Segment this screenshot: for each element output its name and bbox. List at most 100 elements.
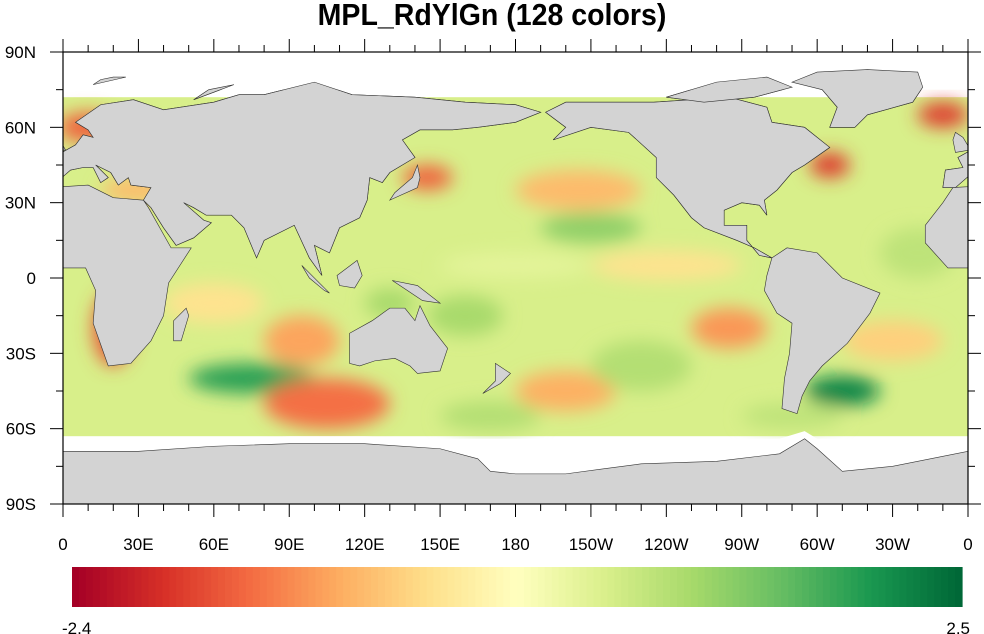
colorbar-swatch — [711, 567, 720, 607]
colorbar-swatch — [280, 567, 289, 607]
colorbar-swatch — [920, 567, 928, 607]
colorbar-swatch — [649, 567, 657, 607]
colorbar-swatch — [822, 567, 831, 607]
colorbar-swatch — [635, 567, 643, 607]
colorbar-swatch — [447, 567, 456, 607]
colorbar-swatch — [489, 567, 497, 607]
colorbar-swatch — [746, 567, 755, 607]
anomaly-blob — [515, 170, 642, 211]
colorbar-swatch — [836, 567, 845, 607]
colorbar-swatch — [190, 567, 198, 607]
anomaly-blob — [741, 403, 843, 429]
anomaly-blob — [842, 320, 943, 361]
colorbar-swatch — [391, 567, 400, 607]
colorbar-swatch — [343, 567, 351, 607]
colorbar-swatch — [231, 567, 240, 607]
colorbar-swatch — [663, 567, 671, 607]
colorbar-swatch — [315, 567, 323, 607]
colorbar-swatch — [934, 567, 942, 607]
colorbar-swatch — [384, 567, 393, 607]
colorbar-swatch — [878, 567, 887, 607]
colorbar-swatch — [815, 567, 824, 607]
colorbar-swatch — [176, 567, 184, 607]
anomaly-blob — [809, 152, 850, 178]
colorbar-max-label: 2.5 — [946, 619, 970, 634]
land-south-america — [764, 247, 881, 414]
lon-label: 90W — [724, 535, 759, 554]
colorbar-swatch — [134, 567, 143, 607]
colorbar-swatch — [350, 567, 358, 607]
colorbar — [72, 567, 963, 607]
lon-label: 0 — [963, 535, 972, 554]
colorbar-swatch — [704, 567, 713, 607]
colorbar-swatch — [530, 567, 539, 607]
colorbar-swatch — [273, 567, 282, 607]
lon-label: 90E — [274, 535, 304, 554]
colorbar-swatch — [468, 567, 476, 607]
colorbar-swatch — [523, 567, 532, 607]
colorbar-swatch — [683, 567, 692, 607]
colorbar-swatch — [218, 567, 226, 607]
colorbar-swatch — [266, 567, 275, 607]
lat-label: 90S — [6, 495, 36, 514]
lat-label: 60N — [5, 118, 36, 137]
colorbar-swatch — [809, 567, 817, 607]
colorbar-swatch — [419, 567, 428, 607]
land-sumatra — [301, 265, 330, 294]
colorbar-swatch — [357, 567, 365, 607]
colorbar-swatch — [148, 567, 157, 607]
lat-label: 30S — [6, 344, 36, 363]
colorbar-swatch — [795, 567, 803, 607]
anomaly-blob — [917, 102, 968, 128]
colorbar-swatch — [802, 567, 810, 607]
colorbar-swatch — [600, 567, 608, 607]
land-eurasia — [63, 81, 542, 276]
land-uk — [63, 145, 66, 151]
colorbar-swatch — [412, 567, 421, 607]
land-novaya-zemlya — [193, 84, 235, 100]
colorbar-swatch — [336, 567, 344, 607]
colorbar-swatch — [204, 567, 212, 607]
lon-label: 180 — [501, 535, 529, 554]
colorbar-swatch — [656, 567, 664, 607]
anomaly-blob — [427, 295, 503, 336]
lat-label: 30N — [5, 194, 36, 213]
land-north-america — [545, 96, 831, 259]
colorbar-swatch — [510, 567, 518, 607]
land-japan — [388, 163, 421, 201]
land-africa — [63, 184, 192, 367]
colorbar-swatch — [892, 567, 901, 607]
colorbar-swatch — [155, 567, 163, 607]
colorbar-swatch — [308, 567, 316, 607]
colorbar-swatch — [85, 567, 94, 607]
anomaly-blob — [804, 375, 881, 407]
lat-label: 0 — [27, 269, 36, 288]
lon-label: 30E — [123, 535, 153, 554]
colorbar-swatch — [169, 567, 177, 607]
anomaly-blob — [590, 250, 742, 281]
colorbar-swatch — [781, 567, 789, 607]
colorbar-swatch — [927, 567, 935, 607]
colorbar-swatch — [99, 567, 108, 607]
lon-label: 0 — [58, 535, 67, 554]
colorbar-swatch — [885, 567, 894, 607]
colorbar-swatch — [224, 567, 233, 607]
colorbar-swatch — [211, 567, 219, 607]
colorbar-swatch — [614, 567, 622, 607]
colorbar-swatch — [537, 567, 546, 607]
colorbar-swatch — [517, 567, 525, 607]
colorbar-swatch — [294, 567, 303, 607]
colorbar-swatch — [669, 567, 678, 607]
colorbar-swatch — [120, 567, 129, 607]
colorbar-swatch — [454, 567, 462, 607]
colorbar-swatch — [370, 567, 379, 607]
anomaly-blob — [440, 252, 591, 278]
land-new-zealand — [482, 362, 511, 394]
land-eurasia — [942, 151, 968, 188]
land-borneo — [336, 259, 363, 289]
colorbar-swatch — [544, 567, 553, 607]
colorbar-swatch — [732, 567, 741, 607]
colorbar-swatch — [238, 567, 247, 607]
anomaly-blob — [440, 401, 541, 432]
